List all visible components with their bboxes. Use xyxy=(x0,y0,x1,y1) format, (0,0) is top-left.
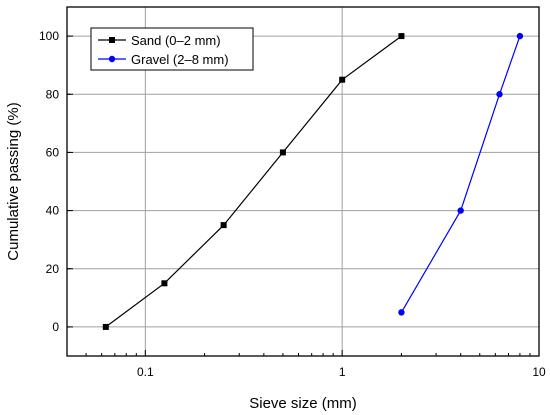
y-tick-label: 0 xyxy=(52,320,59,334)
data-point xyxy=(220,222,227,229)
y-axis-label: Cumulative passing (%) xyxy=(5,102,22,260)
legend-entry: Gravel (2–8 mm) xyxy=(98,52,229,67)
y-tick-label: 20 xyxy=(46,262,60,276)
series-line xyxy=(400,35,521,313)
legend-label: Sand (0–2 mm) xyxy=(131,33,221,48)
data-point xyxy=(161,280,168,287)
x-tick-label: 10 xyxy=(532,365,546,379)
x-tick-label: 1 xyxy=(339,365,346,379)
data-point xyxy=(102,323,109,330)
data-point xyxy=(398,309,405,316)
data-point xyxy=(398,33,405,40)
data-point xyxy=(516,32,524,40)
y-tick-label: 60 xyxy=(46,145,60,159)
data-point xyxy=(457,207,464,214)
y-tick-label: 80 xyxy=(46,87,60,101)
data-series xyxy=(102,32,524,330)
y-tick-label: 100 xyxy=(39,29,59,43)
x-axis-label: Sieve size (mm) xyxy=(249,395,357,412)
data-point xyxy=(496,91,503,98)
series-1 xyxy=(102,33,405,330)
legend-marker xyxy=(108,55,116,63)
data-point xyxy=(339,76,346,83)
plot-frame xyxy=(66,6,540,357)
y-tick-label: 40 xyxy=(46,204,60,218)
x-tick-label: 0.1 xyxy=(137,365,154,379)
legend-label: Gravel (2–8 mm) xyxy=(131,52,229,67)
legend-box xyxy=(90,27,254,71)
data-point xyxy=(279,149,286,156)
series-line xyxy=(105,35,402,328)
legend-marker xyxy=(109,37,115,43)
series-2 xyxy=(398,32,524,316)
legend-entry: Sand (0–2 mm) xyxy=(98,33,221,48)
legend: Sand (0–2 mm) Gravel (2–8 mm) xyxy=(90,27,254,71)
